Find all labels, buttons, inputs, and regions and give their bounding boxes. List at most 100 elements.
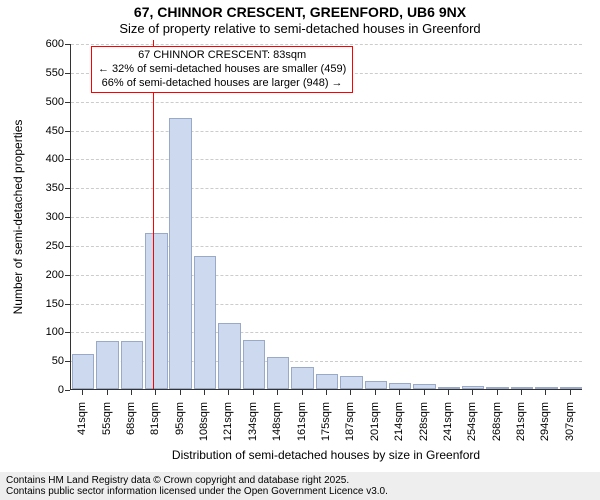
xtick-mark — [570, 390, 571, 395]
footer: Contains HM Land Registry data © Crown c… — [0, 472, 600, 500]
histogram-bar — [511, 387, 533, 389]
xtick-mark — [180, 390, 181, 395]
histogram-bar — [365, 381, 387, 389]
xtick-mark — [228, 390, 229, 395]
histogram-bar — [316, 374, 338, 389]
ytick-label: 100 — [46, 326, 64, 338]
xtick-mark — [326, 390, 327, 395]
ytick-label: 600 — [46, 38, 64, 50]
chart-subtitle: Size of property relative to semi-detach… — [0, 21, 600, 37]
ytick-mark — [65, 390, 70, 391]
ytick-mark — [65, 159, 70, 160]
histogram-bar — [389, 383, 411, 389]
histogram-bar — [169, 118, 191, 389]
xtick-label: 307sqm — [564, 402, 576, 441]
xtick-label: 68sqm — [125, 402, 137, 435]
callout-line: ← 32% of semi-detached houses are smalle… — [98, 63, 346, 77]
xtick-mark — [253, 390, 254, 395]
xtick-label: 228sqm — [418, 402, 430, 441]
xtick-mark — [521, 390, 522, 395]
gridline — [71, 159, 582, 160]
xtick-mark — [204, 390, 205, 395]
xtick-mark — [131, 390, 132, 395]
xtick-label: 241sqm — [442, 402, 454, 441]
xtick-mark — [277, 390, 278, 395]
ytick-mark — [65, 275, 70, 276]
chart-title: 67, CHINNOR CRESCENT, GREENFORD, UB6 9NX — [0, 0, 600, 21]
plot-area: 67 CHINNOR CRESCENT: 83sqm← 32% of semi-… — [70, 44, 582, 390]
ytick-label: 550 — [46, 67, 64, 79]
histogram-bar — [121, 341, 143, 389]
chart-container: 67, CHINNOR CRESCENT, GREENFORD, UB6 9NX… — [0, 0, 600, 500]
plot-inner: 67 CHINNOR CRESCENT: 83sqm← 32% of semi-… — [70, 44, 582, 390]
histogram-bar — [535, 387, 557, 389]
xtick-label: 214sqm — [393, 402, 405, 441]
xtick-mark — [155, 390, 156, 395]
x-axis-label: Distribution of semi-detached houses by … — [172, 448, 480, 462]
ytick-label: 150 — [46, 298, 64, 310]
ytick-label: 300 — [46, 211, 64, 223]
xtick-label: 108sqm — [198, 402, 210, 441]
xtick-mark — [107, 390, 108, 395]
xtick-label: 134sqm — [247, 402, 259, 441]
xtick-label: 148sqm — [271, 402, 283, 441]
xtick-label: 268sqm — [491, 402, 503, 441]
xtick-mark — [424, 390, 425, 395]
xtick-label: 161sqm — [296, 402, 308, 441]
xtick-label: 254sqm — [466, 402, 478, 441]
histogram-bar — [145, 233, 167, 389]
xtick-label: 41sqm — [76, 402, 88, 435]
ytick-mark — [65, 246, 70, 247]
histogram-bar — [291, 367, 313, 389]
histogram-bar — [243, 340, 265, 389]
ytick-label: 450 — [46, 125, 64, 137]
xtick-label: 187sqm — [344, 402, 356, 441]
xtick-label: 281sqm — [515, 402, 527, 441]
callout-line: 67 CHINNOR CRESCENT: 83sqm — [98, 49, 346, 63]
histogram-bar — [340, 376, 362, 389]
xtick-mark — [497, 390, 498, 395]
histogram-bar — [72, 354, 94, 389]
ytick-label: 250 — [46, 240, 64, 252]
gridline — [71, 217, 582, 218]
xtick-mark — [375, 390, 376, 395]
xtick-label: 294sqm — [539, 402, 551, 441]
ytick-mark — [65, 131, 70, 132]
ytick-mark — [65, 102, 70, 103]
xtick-label: 121sqm — [222, 402, 234, 441]
xtick-mark — [302, 390, 303, 395]
xtick-label: 55sqm — [101, 402, 113, 435]
xtick-mark — [399, 390, 400, 395]
ytick-label: 350 — [46, 182, 64, 194]
xtick-mark — [82, 390, 83, 395]
ytick-label: 50 — [52, 355, 64, 367]
xtick-mark — [448, 390, 449, 395]
gridline — [71, 44, 582, 45]
ytick-mark — [65, 73, 70, 74]
xtick-label: 81sqm — [149, 402, 161, 435]
footer-line: Contains public sector information licen… — [0, 486, 600, 497]
callout-box: 67 CHINNOR CRESCENT: 83sqm← 32% of semi-… — [91, 46, 353, 93]
histogram-bar — [218, 323, 240, 389]
ytick-label: 0 — [58, 384, 64, 396]
ytick-label: 500 — [46, 96, 64, 108]
xtick-mark — [545, 390, 546, 395]
histogram-bar — [267, 357, 289, 389]
ytick-mark — [65, 188, 70, 189]
xtick-label: 95sqm — [174, 402, 186, 435]
footer-line: Contains HM Land Registry data © Crown c… — [0, 475, 600, 486]
histogram-bar — [194, 256, 216, 389]
callout-line: 66% of semi-detached houses are larger (… — [98, 77, 346, 91]
ytick-label: 400 — [46, 153, 64, 165]
xtick-mark — [350, 390, 351, 395]
gridline — [71, 188, 582, 189]
gridline — [71, 131, 582, 132]
xtick-label: 175sqm — [320, 402, 332, 441]
histogram-bar — [486, 387, 508, 389]
xtick-mark — [472, 390, 473, 395]
xtick-label: 201sqm — [369, 402, 381, 441]
histogram-bar — [413, 384, 435, 389]
ytick-mark — [65, 304, 70, 305]
gridline — [71, 102, 582, 103]
y-axis-label: Number of semi-detached properties — [11, 120, 25, 315]
